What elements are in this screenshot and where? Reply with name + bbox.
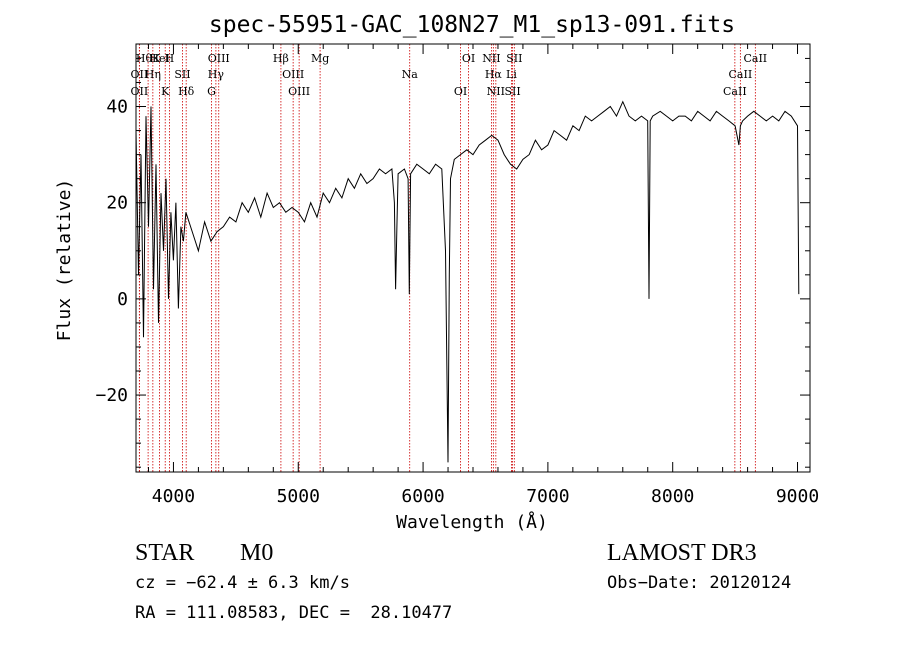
x-tick-label-2: 6000 <box>401 486 444 507</box>
x-axis: 4000 5000 6000 7000 8000 9000 <box>147 44 819 507</box>
y-tick-label-0: −20 <box>95 385 128 406</box>
x-tick-label-0: 4000 <box>152 486 195 507</box>
chart-title: spec-55951-GAC_108N27_M1_sp13-091.fits <box>209 12 735 38</box>
line-label-17: OI <box>454 85 467 98</box>
line-label-22: Li <box>506 68 517 81</box>
line-label-9: OIII <box>208 52 230 65</box>
redshift-velocity: cz = −62.4 ± 6.3 km/s <box>135 573 350 593</box>
survey-name: LAMOST DR3 <box>607 540 757 566</box>
x-tick-label-4: 8000 <box>651 486 694 507</box>
spectrum-chart: spec-55951-GAC_108N27_M1_sp13-091.fits H… <box>54 12 819 533</box>
line-label-25: CaII <box>729 68 753 81</box>
line-label-7: SII <box>174 68 190 81</box>
plot-frame <box>135 43 811 473</box>
line-label-1: OII <box>131 68 149 81</box>
line-label-27: CaII <box>743 52 767 65</box>
line-label-23: NII <box>487 85 505 98</box>
line-label-15: Mg <box>311 52 329 65</box>
object-class: STAR <box>135 540 195 566</box>
line-label-19: Hα <box>485 68 503 81</box>
line-label-16: Na <box>402 68 419 81</box>
line-label-26: CaII <box>723 85 747 98</box>
line-label-10: Hγ <box>208 68 225 81</box>
y-axis: −20 0 20 40 <box>95 57 810 468</box>
y-axis-label: Flux (relative) <box>54 179 75 342</box>
line-label-8: Hδ <box>178 85 195 98</box>
line-label-20: SII <box>504 85 520 98</box>
line-label-2: OII <box>131 85 149 98</box>
line-label-21: NII <box>482 52 500 65</box>
line-label-11: G <box>207 85 216 98</box>
x-tick-label-3: 7000 <box>526 486 569 507</box>
spectrum-series-line <box>135 100 800 463</box>
y-tick-label-3: 40 <box>106 97 128 118</box>
line-label-13: OIII <box>282 68 304 81</box>
y-tick-label-2: 20 <box>106 193 128 214</box>
spectral-line-labels: HθKOIIOIIHeIHηKHSIIHδOIIIHγGHβOIIIOIIIMg… <box>131 52 768 98</box>
line-label-12: Hβ <box>273 52 289 65</box>
coordinates: RA = 111.08583, DEC = 28.10477 <box>135 603 453 623</box>
y-tick-label-1: 0 <box>117 289 128 310</box>
line-label-4: Hη <box>145 68 161 81</box>
line-label-24: SII <box>506 52 522 65</box>
object-subclass: M0 <box>240 540 274 566</box>
x-axis-label: Wavelength (Å) <box>396 511 548 533</box>
x-tick-label-1: 5000 <box>277 486 320 507</box>
observation-date: Obs−Date: 20120124 <box>607 573 792 593</box>
line-label-5: K <box>161 85 170 98</box>
line-label-6: H <box>165 52 175 65</box>
line-label-18: OI <box>462 52 475 65</box>
line-label-0: HθK <box>136 52 161 65</box>
x-tick-label-5: 9000 <box>776 486 819 507</box>
line-label-3: HeI <box>149 52 169 65</box>
line-label-14: OIII <box>288 85 310 98</box>
